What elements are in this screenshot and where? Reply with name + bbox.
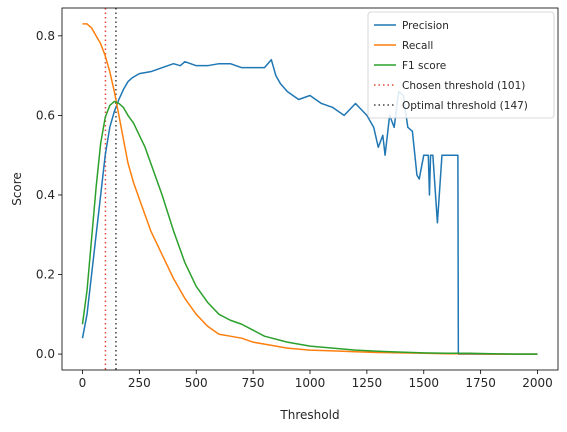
x-tick-label: 750 [242, 376, 265, 390]
y-tick-label: 0.8 [36, 29, 55, 43]
legend-label: Precision [402, 20, 449, 32]
series-layer [81, 23, 538, 355]
legend-label: Optimal threshold (147) [402, 100, 528, 112]
x-tick-label: 1500 [408, 376, 439, 390]
x-tick-label: 1250 [352, 376, 383, 390]
x-tick-label: 1000 [295, 376, 326, 390]
x-tick-label: 500 [185, 376, 208, 390]
series-line-0 [81, 58, 538, 355]
x-axis-label: Threshold [279, 408, 339, 422]
y-axis-label: Score [10, 172, 24, 206]
y-tick-label: 0.6 [36, 108, 55, 122]
x-tick-label: 0 [79, 376, 87, 390]
series-line-2 [81, 100, 538, 355]
x-tick-label: 2000 [522, 376, 553, 390]
legend-box [367, 11, 555, 119]
x-tick-label: 250 [128, 376, 151, 390]
series-line-1 [82, 23, 538, 355]
legend: Precision Recall F1 score Chosen threshold … [367, 11, 555, 119]
y-axis-ticks: 0.0 0.2 0.4 0.6 0.8 [36, 29, 62, 361]
y-tick-label: 0.0 [36, 347, 55, 361]
y-tick-label: 0.2 [36, 268, 55, 282]
legend-label: Chosen threshold (101) [402, 80, 525, 92]
legend-label: Recall [402, 40, 433, 52]
vlines-layer [104, 8, 117, 370]
legend-label: F1 score [402, 60, 446, 72]
x-tick-label: 1750 [465, 376, 496, 390]
x-axis-ticks: 0 250 500 750 1000 1250 1500 1750 2000 [79, 370, 553, 390]
y-tick-label: 0.4 [36, 188, 55, 202]
